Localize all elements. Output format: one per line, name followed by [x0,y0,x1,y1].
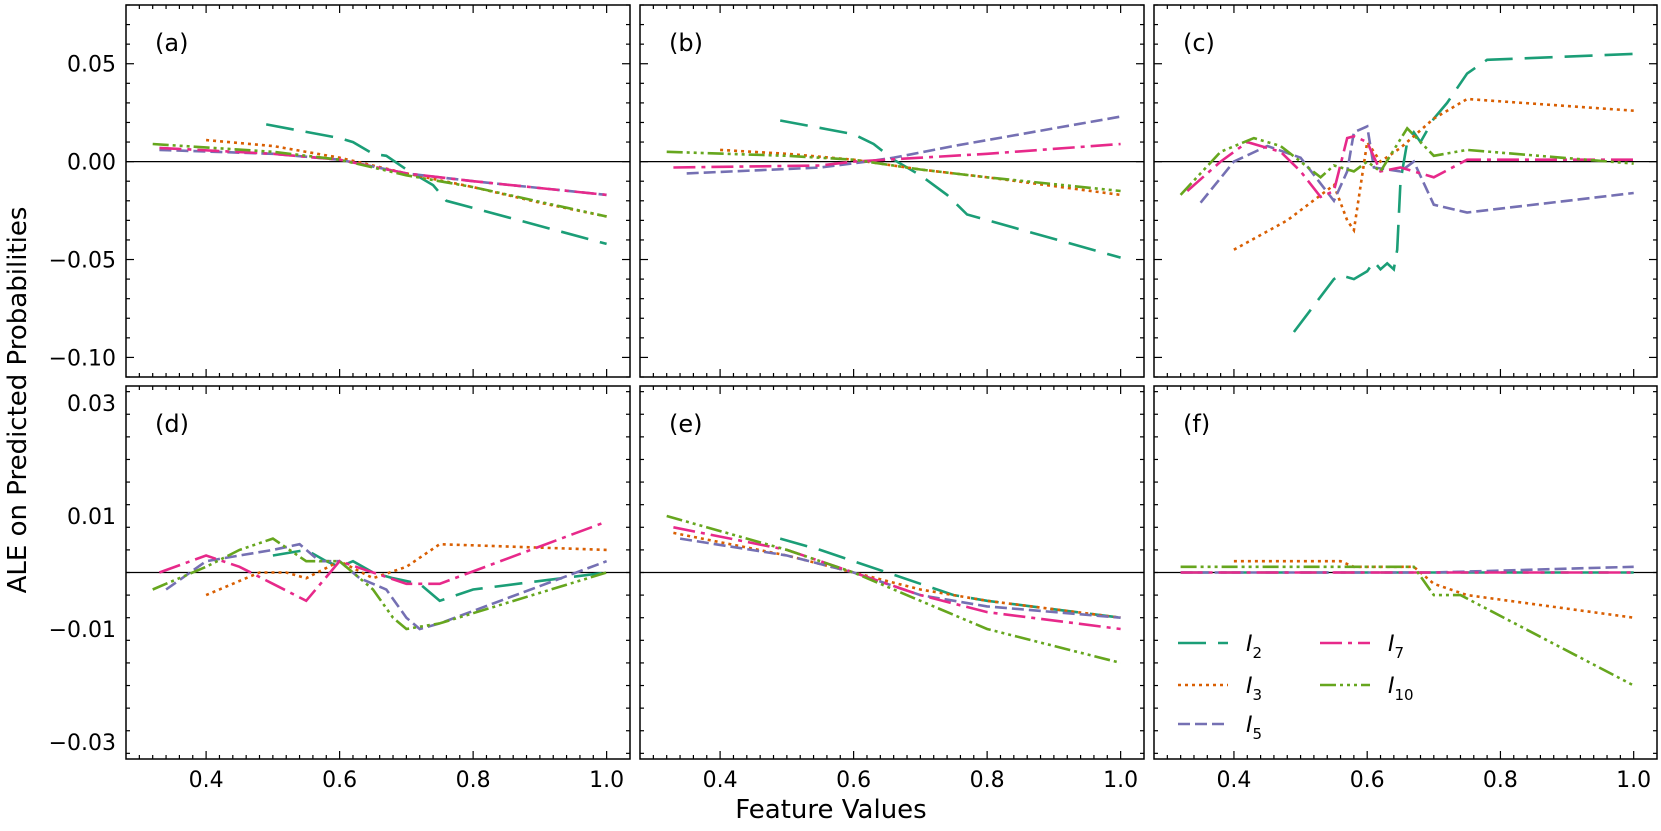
legend-label-I10: I10 [1388,674,1414,704]
x-tick-label: 0.8 [1483,768,1518,793]
series-line-I2 [272,548,607,603]
series-line-I5 [1199,124,1634,214]
x-tick-label: 0.4 [189,768,224,793]
legend-label-I7: I7 [1388,632,1404,662]
y-tick-label: 0.05 [67,53,116,78]
panel-f: 0.4 0.6 0.8 1.0 (f) [1153,385,1658,793]
legend-label-I3: I3 [1246,674,1262,704]
series-line-I3 [205,138,607,218]
x-tick-label: 0.6 [836,768,871,793]
x-axis-label: Feature Values [735,795,926,825]
axes-frame [639,4,1145,378]
panels: 0.05 0.00 −0.05 −0.10 (a) (b) (c) 0.03 0.01 −0.01… [49,4,1658,793]
panel-label: (c) [1183,29,1215,57]
y-tick-label: 0.01 [67,505,116,530]
y-axis-label: ALE on Predicted Probabilities [3,207,33,594]
legend-label-I2: I2 [1246,632,1262,662]
series-line-I2 [779,537,1121,619]
series-line-I7 [159,146,607,197]
panel-label: (a) [155,29,188,57]
series-line-I5 [165,542,608,631]
panel-label: (d) [155,410,189,438]
y-tick-label: −0.10 [49,346,116,371]
panel-c: (c) [1153,4,1658,378]
series-line-I10 [152,537,607,631]
series-line-I7 [673,526,1121,631]
series-line-I10 [666,150,1121,193]
panel-b: (b) [639,4,1145,378]
series-line-I10 [1180,565,1635,687]
series-line-I3 [673,531,1121,619]
panel-a: 0.05 0.00 −0.05 −0.10 (a) [49,4,631,378]
axes-frame [1153,4,1658,378]
x-tick-label: 0.4 [1216,768,1251,793]
x-tick-label: 1.0 [1616,768,1651,793]
x-tick-label: 0.8 [970,768,1005,793]
x-tick-label: 0.8 [456,768,491,793]
axes-frame [125,4,631,378]
series-line-I7 [1186,134,1634,199]
x-tick-label: 0.6 [322,768,357,793]
panel-label: (f) [1183,410,1210,438]
series-line-I2 [1292,52,1634,333]
y-tick-label: 0.00 [67,151,116,176]
y-tick-label: 0.03 [67,392,116,417]
panel-label: (b) [669,29,703,57]
panel-e: 0.4 0.6 0.8 1.0 (e) [639,385,1145,793]
x-tick-label: 1.0 [1103,768,1138,793]
x-tick-label: 1.0 [589,768,624,793]
y-tick-label: −0.05 [49,249,116,274]
series-line-I3 [1233,97,1634,251]
panel-d: 0.03 0.01 −0.01 −0.03 0.4 0.6 0.8 1.0 (d) [49,385,631,793]
series-line-I10 [152,142,607,218]
legend: I2 I7 I3 I10 I5 [1178,632,1414,743]
panel-label: (e) [669,410,703,438]
series-line-I10 [666,514,1121,665]
y-tick-label: −0.03 [49,731,116,756]
series-line-I7 [673,142,1121,169]
series-line-I7 [158,520,608,603]
series-line-I2 [265,123,607,246]
y-tick-label: −0.01 [49,618,116,643]
x-tick-label: 0.6 [1350,768,1385,793]
series-line-I3 [1233,559,1634,619]
x-tick-label: 0.4 [703,768,738,793]
legend-label-I5: I5 [1246,713,1262,743]
